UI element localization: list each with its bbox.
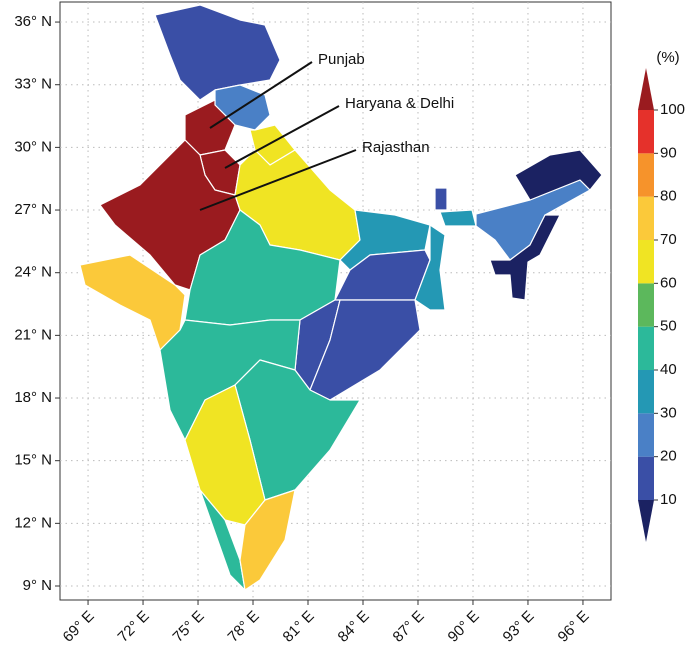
colorbar-bin [638, 456, 654, 500]
colorbar-extend-bottom [638, 500, 654, 542]
y-tick-label: 18° N [14, 389, 52, 406]
y-tick-label: 27° N [14, 201, 52, 218]
region [239, 489, 296, 591]
y-tick-label: 24° N [14, 264, 52, 281]
colorbar-tick-label: 20 [660, 448, 677, 465]
colorbar-tick-label: 60 [660, 274, 677, 291]
y-tick-label: 21° N [14, 326, 52, 343]
x-tick-label: 93° E [500, 608, 538, 646]
colorbar-tick-label: 70 [660, 231, 677, 248]
y-tick-label: 33° N [14, 76, 52, 93]
colorbar-tick-label: 10 [660, 491, 677, 508]
x-tick-label: 75° E [170, 608, 208, 646]
colorbar-label: (%) [656, 49, 679, 66]
colorbar-tick-label: 40 [660, 361, 677, 378]
colorbar-bin [638, 283, 654, 327]
annotation-line [199, 149, 357, 211]
colorbar-bin [638, 326, 654, 370]
colorbar-bin [638, 196, 654, 240]
region [489, 214, 561, 301]
colorbar-tick-label: 90 [660, 144, 677, 161]
x-tick-label: 87° E [390, 608, 428, 646]
colorbar-tick-label: 80 [660, 188, 677, 205]
plot-frame [59, 1, 612, 601]
region [439, 209, 477, 227]
annotation: Punjab [318, 51, 365, 68]
region [434, 187, 448, 211]
colorbar-bin [638, 240, 654, 284]
x-tick-label: 69° E [60, 608, 98, 646]
y-tick-label: 12° N [14, 514, 52, 531]
x-tick-label: 90° E [445, 608, 483, 646]
y-tick-label: 15° N [14, 452, 52, 469]
colorbar-bin [638, 370, 654, 414]
x-tick-label: 81° E [280, 608, 318, 646]
x-tick-label: 78° E [225, 608, 263, 646]
annotation-line [224, 105, 340, 169]
region [414, 224, 446, 311]
colorbar-bin [638, 153, 654, 197]
colorbar-extend-top [638, 68, 654, 110]
x-tick-label: 84° E [335, 608, 373, 646]
y-tick-label: 36° N [14, 13, 52, 30]
y-tick-label: 30° N [14, 138, 52, 155]
region [309, 299, 421, 401]
annotation: Haryana & Delhi [345, 95, 454, 112]
region [154, 4, 281, 101]
colorbar-tick-label: 30 [660, 404, 677, 421]
annotation: Rajasthan [362, 139, 430, 156]
colorbar-tick-label: 50 [660, 318, 677, 335]
colorbar-bin [638, 413, 654, 457]
annotation-line [209, 61, 313, 129]
y-tick-label: 9° N [23, 577, 52, 594]
x-tick-label: 72° E [115, 608, 153, 646]
region [514, 149, 603, 201]
colorbar-bin [638, 110, 654, 154]
x-tick-label: 96° E [555, 608, 593, 646]
colorbar-tick-label: 100 [660, 101, 685, 118]
